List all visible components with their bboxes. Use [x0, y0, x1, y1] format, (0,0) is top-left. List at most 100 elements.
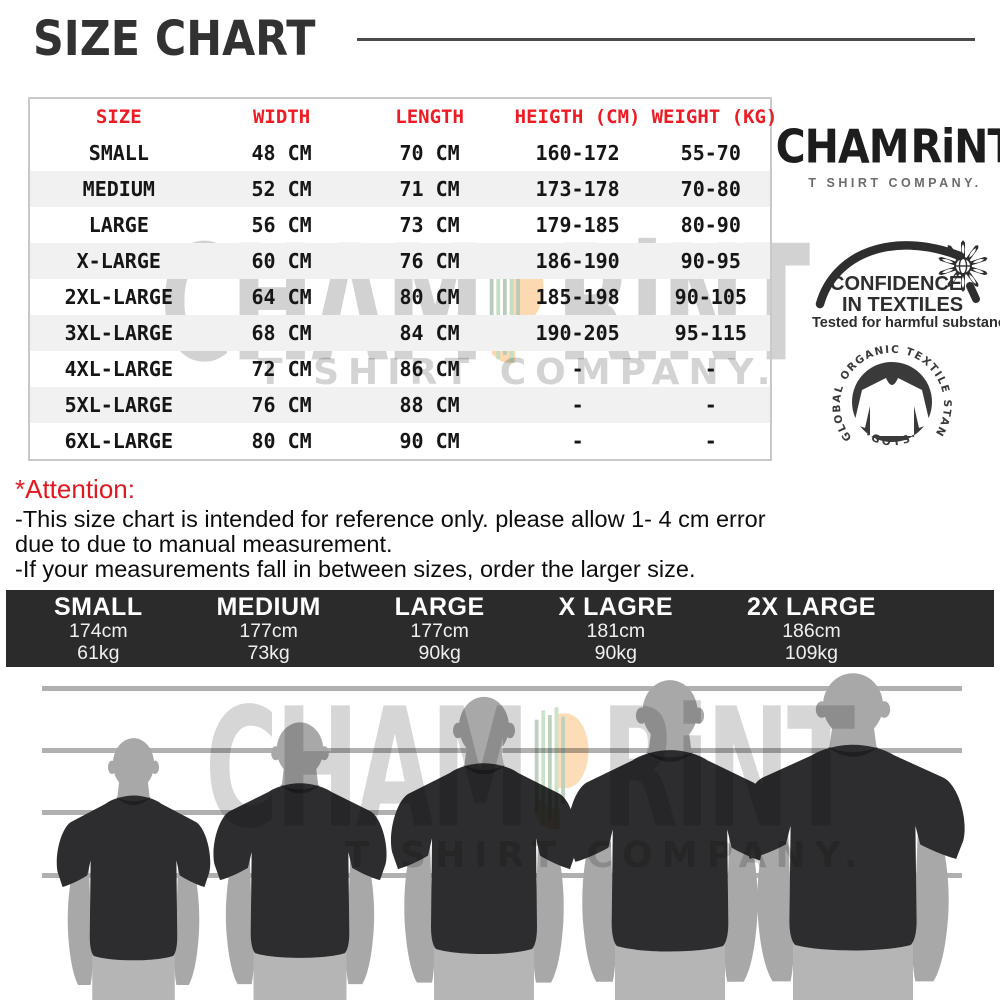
cell-width: 76 CM: [251, 393, 312, 417]
bar-weight: 90kg: [594, 641, 637, 664]
cell-length: 73 CM: [399, 213, 460, 237]
col-header-height: HEIGTH (CM): [514, 106, 641, 128]
model-silhouette-2xlarge: [733, 668, 973, 1000]
table-row: MEDIUM 52 CM 71 CM 173-178 70-80: [30, 171, 770, 207]
bar-item-large: LARGE 177cm 90kg: [395, 593, 485, 665]
bar-label: 2X LARGE: [746, 592, 876, 621]
cell-height: -: [571, 393, 584, 417]
cell-height: 173-178: [535, 177, 620, 201]
cell-weight: -: [704, 357, 717, 381]
brand-tagline: T SHIRT COMPANY.: [808, 176, 982, 190]
brand-word-right: RiNT: [910, 120, 1000, 174]
organic-shirt-icon: [854, 378, 930, 436]
size-summary-bar: SMALL 174cm 61kg MEDIUM 177cm 73kg LARGE…: [6, 590, 994, 667]
table-row: X-LARGE 60 CM 76 CM 186-190 90-95: [30, 243, 770, 279]
cell-size: 4XL-LARGE: [64, 357, 173, 381]
page-title: SIZE CHART: [33, 10, 316, 67]
attention-line: -If your measurements fall in between si…: [15, 556, 696, 582]
table-row: 5XL-LARGE 76 CM 88 CM - -: [30, 387, 770, 423]
wall-line: [42, 686, 962, 691]
model-silhouette-medium: [207, 718, 393, 1000]
col-header-size: SIZE: [95, 106, 142, 128]
table-header-row: SIZE WIDTH LENGTH HEIGTH (CM) WEIGHT (KG…: [30, 99, 778, 135]
cell-size: MEDIUM: [82, 177, 155, 201]
cell-width: 48 CM: [251, 141, 312, 165]
cell-height: 160-172: [535, 141, 620, 165]
table-row: LARGE 56 CM 73 CM 179-185 80-90: [30, 207, 770, 243]
cell-length: 76 CM: [399, 249, 460, 273]
model-silhouette-large: [384, 692, 584, 1000]
cell-height: 186-190: [535, 249, 620, 273]
cell-width: 68 CM: [251, 321, 312, 345]
rosette-icon: [938, 240, 988, 292]
bar-item-xlarge: X LAGRE 181cm 90kg: [558, 593, 673, 665]
confidence-badge: CONFIDENCE IN TEXTILES Tested for harmfu…: [812, 240, 1000, 328]
bar-weight: 61kg: [77, 641, 120, 664]
cell-length: 88 CM: [399, 393, 460, 417]
cell-length: 80 CM: [399, 285, 460, 309]
model-silhouette-small: [51, 734, 216, 1000]
cell-weight: 90-95: [680, 249, 741, 273]
bar-label: LARGE: [394, 592, 485, 621]
lineup-scene: CHAM RiNT T SHIRT COMPANY.: [0, 667, 1000, 1000]
cell-width: 60 CM: [251, 249, 312, 273]
cell-size: 2XL-LARGE: [64, 285, 173, 309]
cell-weight: 95-115: [674, 321, 747, 345]
cell-length: 86 CM: [399, 357, 460, 381]
attention-line: due to due to manual measurement.: [15, 531, 393, 557]
cell-weight: -: [704, 429, 717, 453]
gots-badge: GLOBAL ORGANIC TEXTILE STANDARD ·GOTS·: [812, 338, 952, 449]
cell-weight: 55-70: [680, 141, 741, 165]
confidence-line2: IN TEXTILES: [842, 294, 963, 316]
col-header-width: WIDTH: [252, 106, 311, 128]
bar-label: SMALL: [54, 592, 143, 621]
brand-logo: CHAM RiNT T SHIRT COMPANY.: [776, 120, 1000, 190]
col-header-length: LENGTH: [395, 106, 464, 128]
cell-height: 185-198: [535, 285, 620, 309]
cell-height: 190-205: [535, 321, 620, 345]
cell-width: 56 CM: [251, 213, 312, 237]
cell-size: 6XL-LARGE: [64, 429, 173, 453]
col-header-weight: WEIGHT (KG): [651, 106, 778, 128]
wall-line: [42, 748, 962, 753]
cell-weight: 70-80: [680, 177, 741, 201]
cell-width: 80 CM: [251, 429, 312, 453]
brand-word-left: CHAM: [775, 120, 910, 174]
attention-block: *Attention: -This size chart is intended…: [15, 474, 805, 582]
bar-height: 174cm: [69, 619, 128, 642]
cell-length: 84 CM: [399, 321, 460, 345]
bar-weight: 73kg: [247, 641, 290, 664]
bar-height: 181cm: [586, 619, 646, 642]
bar-height: 186cm: [782, 619, 841, 642]
table-row: 4XL-LARGE 72 CM 86 CM - -: [30, 351, 770, 387]
cell-length: 71 CM: [399, 177, 460, 201]
cell-height: 179-185: [535, 213, 620, 237]
cell-size: X-LARGE: [76, 249, 161, 273]
size-table: SIZE WIDTH LENGTH HEIGTH (CM) WEIGHT (KG…: [28, 97, 778, 461]
title-rule: [357, 38, 975, 41]
swoosh-arc-icon: [815, 241, 965, 309]
cell-height: -: [571, 357, 584, 381]
cell-length: 70 CM: [399, 141, 460, 165]
bar-item-medium: MEDIUM 177cm 73kg: [216, 593, 320, 665]
table-row: 2XL-LARGE 64 CM 80 CM 185-198 90-105: [30, 279, 770, 315]
confidence-line1: CONFIDENCE: [830, 273, 962, 295]
cell-size: SMALL: [88, 141, 149, 165]
bar-weight: 109kg: [784, 641, 839, 664]
attention-heading: *Attention:: [15, 474, 135, 504]
bar-item-small: SMALL 174cm 61kg: [54, 593, 143, 665]
bar-label: X LAGRE: [558, 592, 674, 621]
cell-size: LARGE: [88, 213, 149, 237]
table-row: SMALL 48 CM 70 CM 160-172 55-70: [30, 135, 770, 171]
cell-weight: 90-105: [674, 285, 747, 309]
bar-height: 177cm: [410, 619, 469, 642]
cell-width: 52 CM: [251, 177, 312, 201]
bar-weight: 90kg: [418, 641, 461, 664]
cell-width: 72 CM: [251, 357, 312, 381]
cell-weight: -: [704, 393, 717, 417]
cell-weight: 80-90: [680, 213, 741, 237]
swoosh-tick-icon: [966, 282, 980, 303]
bar-height: 177cm: [239, 619, 298, 642]
bar-item-2xlarge: 2X LARGE 186cm 109kg: [747, 593, 876, 665]
